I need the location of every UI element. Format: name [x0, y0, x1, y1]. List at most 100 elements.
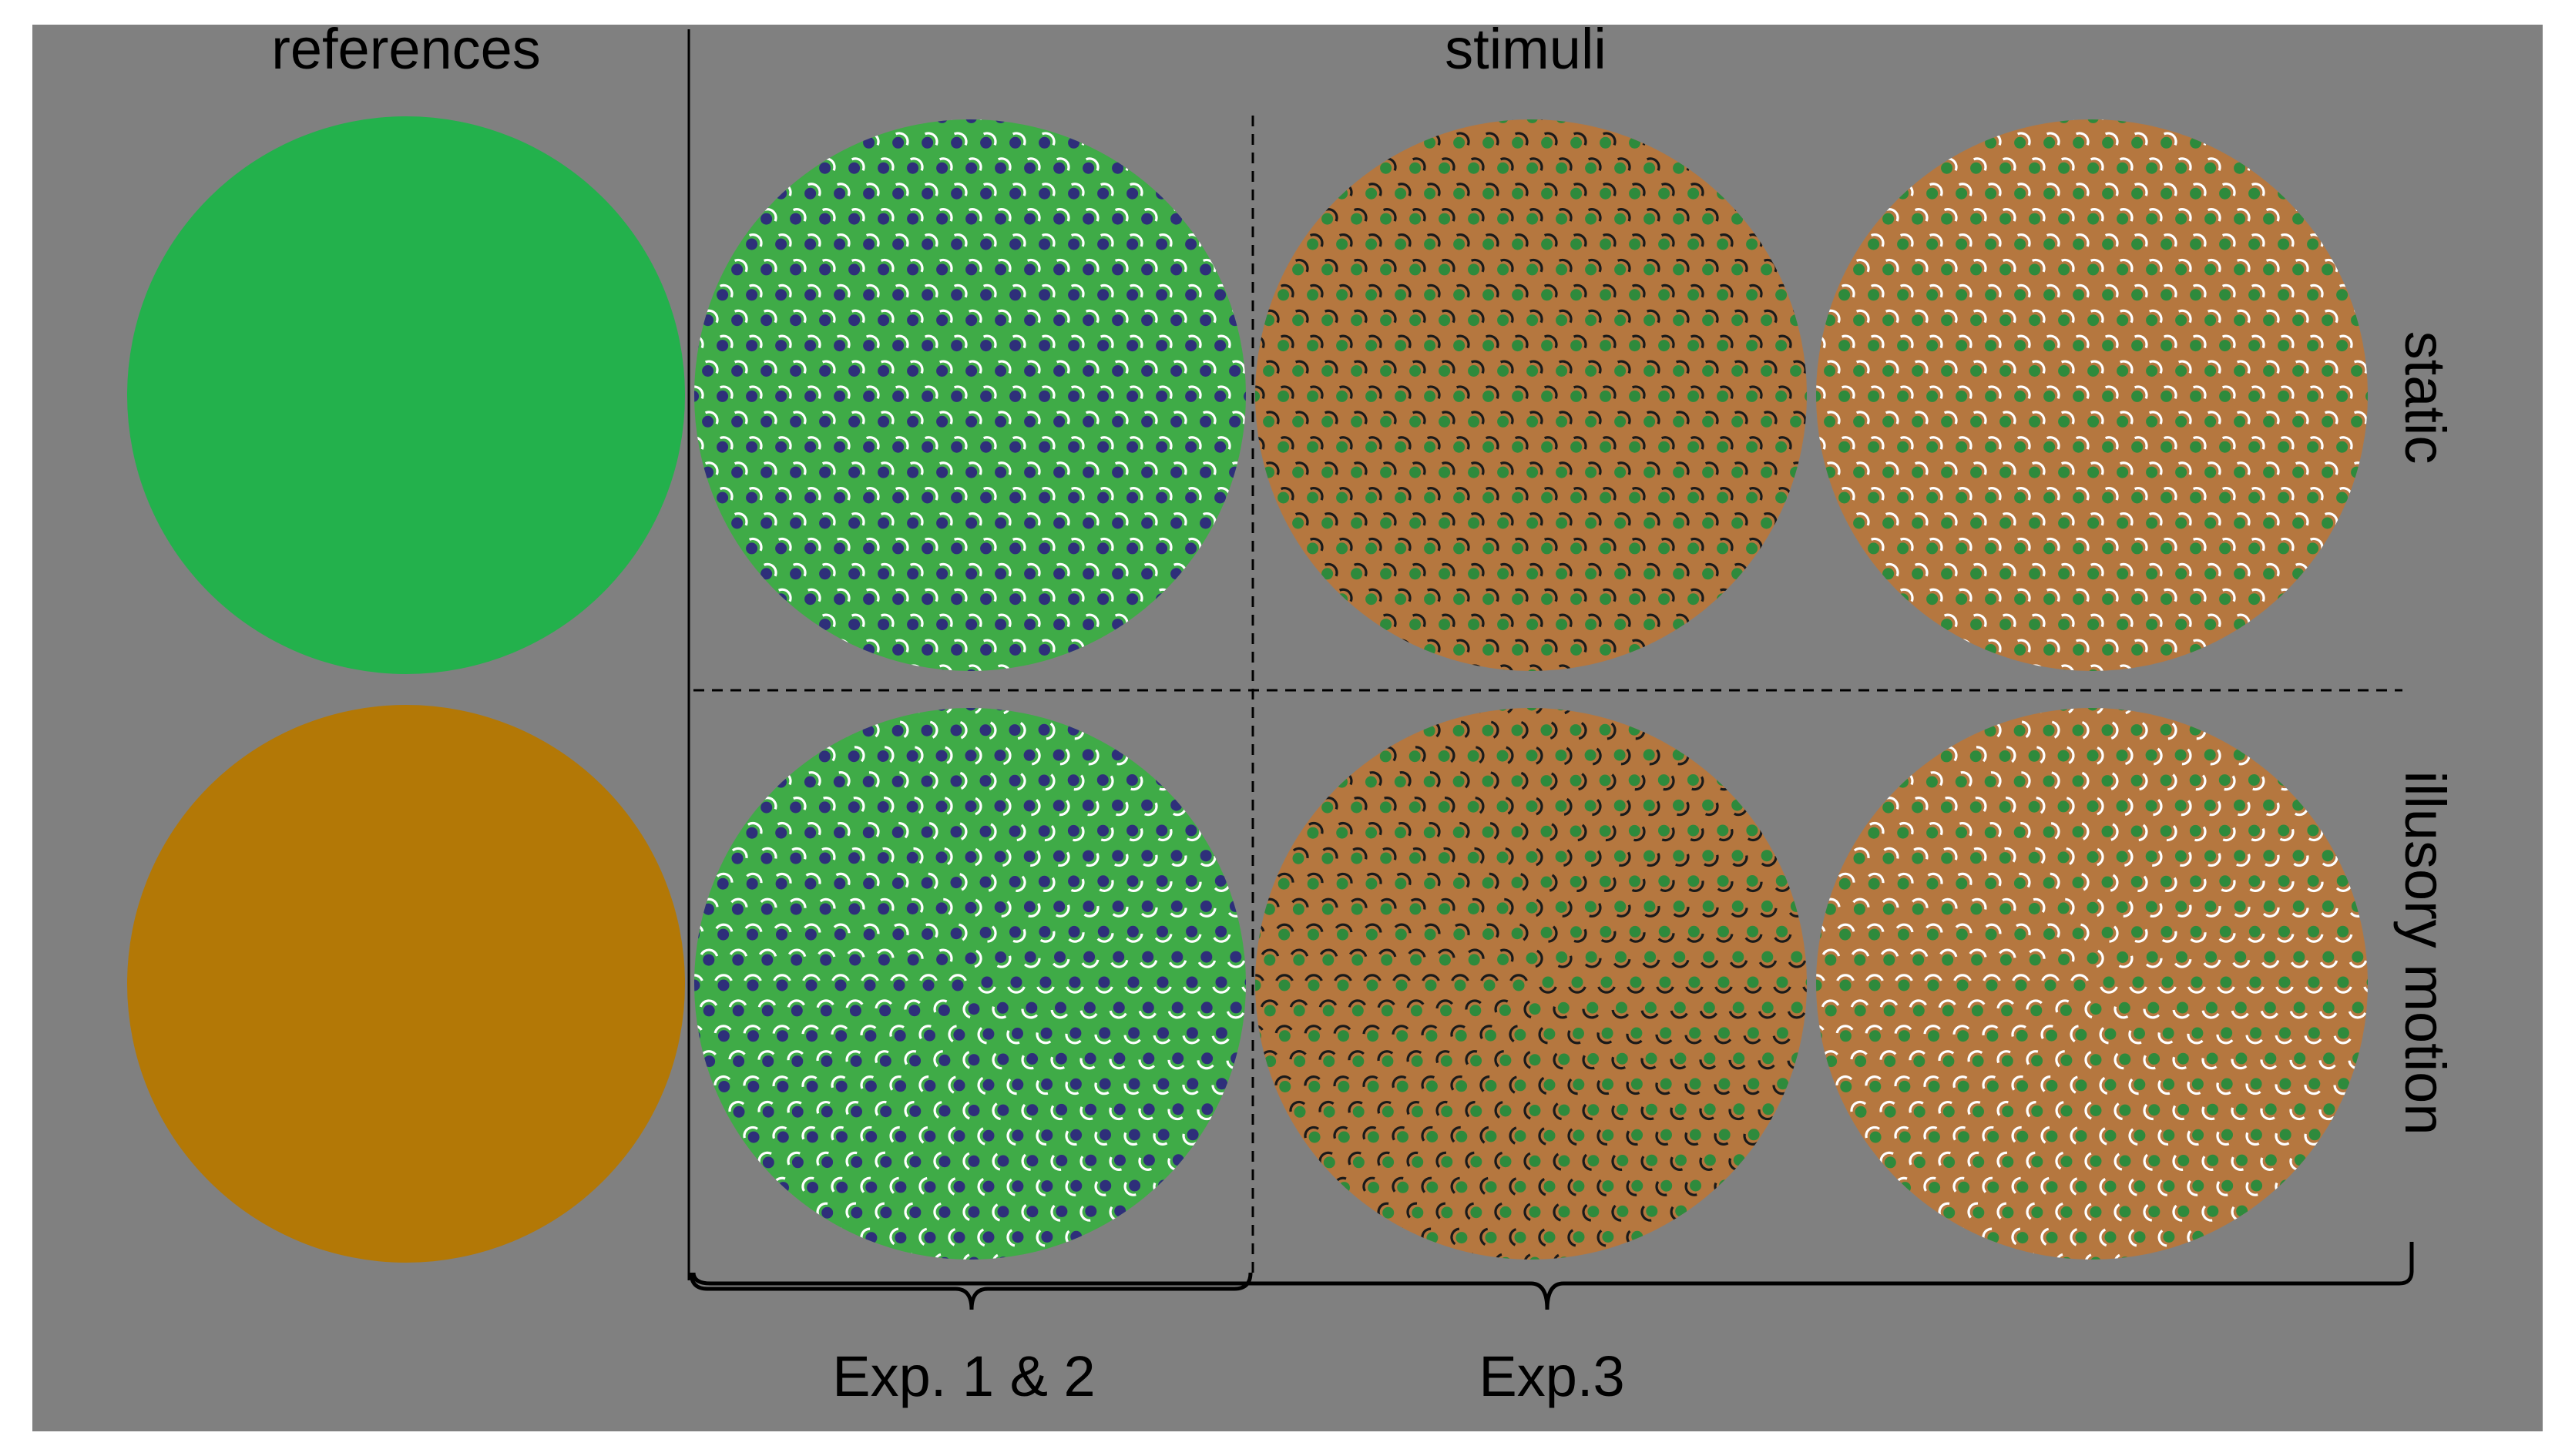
stimulus-dot — [1112, 850, 1124, 862]
stimulus-dot — [2043, 289, 2056, 301]
stimulus-arc — [1538, 1177, 1546, 1196]
stimulus-dot — [1526, 619, 1539, 631]
stimulus-dot — [1512, 441, 1524, 453]
stimulus-dot — [2322, 365, 2334, 377]
stimulus-arc — [2295, 411, 2309, 424]
stimulus-dot — [1336, 827, 1348, 839]
stimulus-arc — [1989, 821, 2002, 837]
stimulus-dot — [2087, 119, 2100, 123]
stimulus-arc — [1631, 183, 1646, 196]
stimulus-arc — [1485, 283, 1499, 298]
stimulus-arc — [1065, 1179, 1076, 1196]
stimulus-arc — [2304, 1084, 2321, 1095]
stimulus-dot — [1689, 1129, 1701, 1141]
stimulus-arc — [1909, 1050, 1925, 1061]
stimulus-arc — [1465, 1151, 1475, 1169]
stimulus-arc — [1129, 827, 1143, 842]
stimulus-dot — [1379, 750, 1392, 763]
stimulus-arc — [2113, 1253, 2122, 1260]
stimulus-arc — [953, 436, 968, 450]
stimulus-arc — [1538, 1076, 1547, 1095]
stimulus-arc — [1052, 958, 1070, 968]
stimulus-dot — [1157, 1129, 1170, 1141]
stimulus-dot — [1600, 542, 1612, 555]
stimulus-arc — [1899, 385, 1914, 400]
stimulus-dot — [1141, 517, 1153, 529]
stimulus-arc — [1056, 613, 1070, 628]
stimulus-dot — [2205, 1001, 2218, 1014]
stimulus-dot — [1526, 314, 1539, 327]
stimulus-dot — [1629, 340, 1641, 352]
stimulus-dot — [2087, 568, 2100, 580]
stimulus-arc — [1041, 183, 1056, 196]
stimulus-arc — [2251, 334, 2265, 349]
stimulus-dot — [1366, 979, 1378, 991]
stimulus-arc — [1460, 720, 1470, 738]
stimulus-arc — [1704, 360, 1719, 374]
stimulus-dot — [1380, 314, 1392, 327]
stimulus-dot — [1868, 979, 1881, 991]
stimulus-dot — [1555, 901, 1567, 913]
stimulus-dot — [907, 162, 919, 174]
stimulus-arc — [1479, 1075, 1490, 1092]
stimulus-dot — [1824, 903, 1836, 915]
stimulus-arc — [2172, 1204, 2183, 1222]
stimulus-arc — [1631, 334, 1646, 349]
stimulus-arc — [2066, 847, 2075, 866]
stimulus-dot — [1292, 466, 1304, 478]
stimulus-dot — [1868, 390, 1880, 402]
stimulus-dot — [848, 517, 861, 529]
stimulus-arc — [1655, 1082, 1670, 1095]
stimulus-dot — [1068, 187, 1080, 200]
stimulus-arc — [1982, 1025, 1999, 1036]
stimulus-dot — [1644, 1001, 1657, 1014]
stimulus-dot — [2278, 441, 2290, 453]
stimulus-dot — [1526, 952, 1538, 965]
stimulus-dot — [760, 903, 773, 915]
stimulus-arc — [861, 974, 879, 981]
stimulus-dot — [1482, 136, 1495, 149]
stimulus-arc — [1627, 986, 1645, 994]
stimulus-dot — [2234, 517, 2246, 529]
stimulus-arc — [1553, 1203, 1562, 1222]
stimulus-dot — [1643, 365, 1656, 377]
stimulus-dot — [1570, 926, 1582, 938]
stimulus-dot — [1082, 800, 1094, 811]
stimulus-dot — [1570, 825, 1582, 837]
stimulus-dot — [980, 390, 992, 402]
stimulus-arc — [1943, 512, 1958, 526]
stimulus-dot — [1157, 925, 1168, 938]
stimulus-arc — [1070, 334, 1085, 349]
stimulus-dot — [1526, 901, 1538, 914]
stimulus-dot — [2075, 1231, 2087, 1243]
stimulus-dot — [922, 340, 934, 352]
stimulus-dot — [1942, 954, 1954, 966]
stimulus-arc — [713, 1025, 732, 1034]
stimulus-dot — [1278, 390, 1290, 402]
stimulus-dot — [1717, 390, 1729, 402]
stimulus-dot — [804, 877, 817, 890]
stimulus-dot — [1658, 824, 1670, 837]
stimulus-arc — [2050, 822, 2060, 840]
stimulus-arc — [1070, 487, 1085, 501]
stimulus-dot — [1097, 542, 1110, 555]
stimulus-arc — [836, 183, 851, 196]
stimulus-dot — [2278, 976, 2291, 988]
stimulus-dot — [806, 1080, 818, 1092]
stimulus-dot — [760, 263, 773, 276]
stimulus-dot — [1200, 850, 1212, 862]
stimulus-dot — [1526, 800, 1538, 813]
stimulus-arc — [909, 157, 924, 171]
stimulus-dot — [851, 1206, 863, 1219]
stimulus-dot — [760, 365, 773, 377]
stimulus-dot — [2174, 850, 2187, 862]
stimulus-dot — [2058, 365, 2070, 377]
stimulus-arc — [2050, 872, 2060, 890]
stimulus-dot — [2336, 491, 2349, 504]
stimulus-dot — [2191, 1078, 2204, 1090]
stimulus-arc — [1050, 1105, 1063, 1121]
stimulus-dot — [1556, 951, 1568, 963]
stimulus-arc — [918, 1075, 929, 1092]
stimulus-dot — [1970, 517, 1983, 529]
stimulus-dot — [2046, 1130, 2058, 1142]
